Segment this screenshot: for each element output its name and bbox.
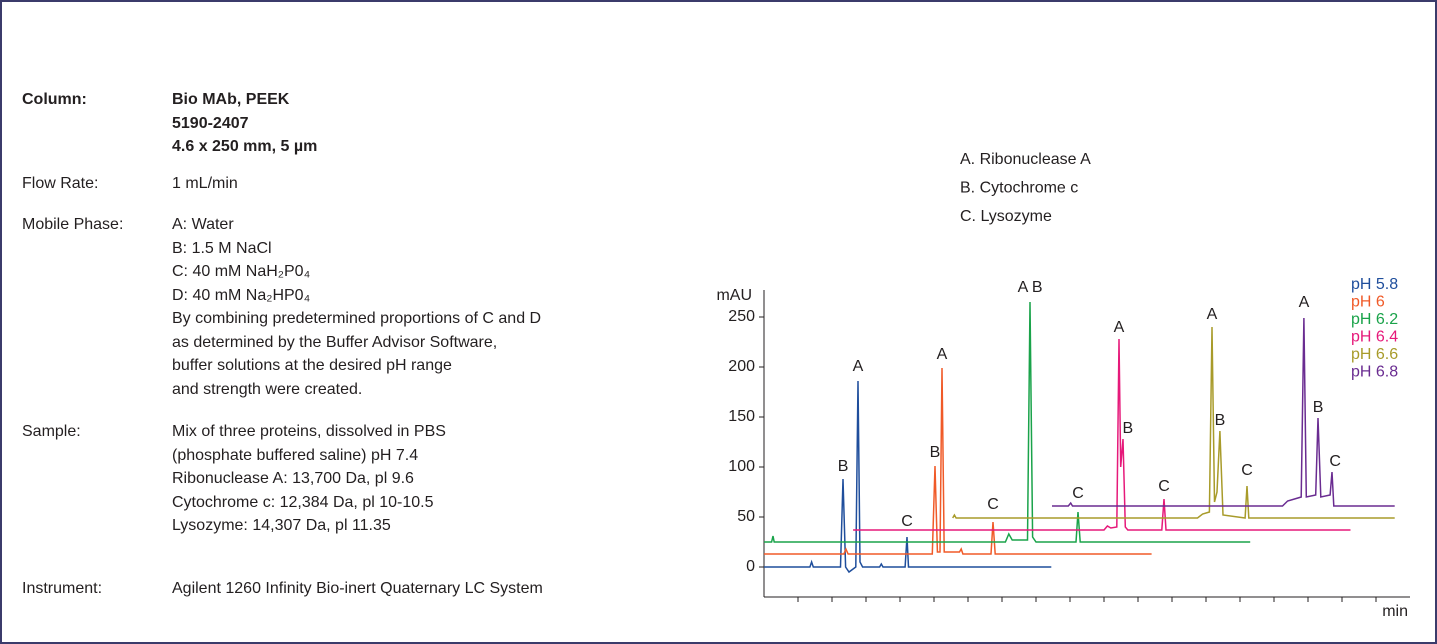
- condition-value: Bio MAb, PEEK 5190-2407 4.6 x 250 mm, 5 µm: [172, 88, 317, 159]
- condition-label: Sample:: [22, 423, 81, 440]
- condition-label: Mobile Phase:: [22, 216, 124, 233]
- legend-entry: pH 6.2: [1351, 311, 1398, 328]
- trace: [764, 380, 1052, 574]
- peak-label: C: [1329, 453, 1341, 470]
- peak-key: C. Lysozyme: [960, 208, 1052, 225]
- trace: [764, 301, 1251, 543]
- peak-key: A. Ribonuclease A: [960, 151, 1091, 168]
- condition-line: Lysozyme: 14,307 Da, pl 11.35: [172, 517, 391, 534]
- peak-label: A B: [1018, 279, 1043, 296]
- peak-label: C: [1158, 478, 1170, 495]
- condition-label: Column:: [22, 91, 87, 108]
- peak-label: A: [853, 358, 864, 375]
- peak-label: C: [1241, 462, 1253, 479]
- condition-line: buffer solutions at the desired pH range: [172, 357, 452, 374]
- peak-label: A: [937, 346, 948, 363]
- peak-label: C: [987, 496, 999, 513]
- condition-line: (phosphate buffered saline) pH 7.4: [172, 446, 419, 464]
- condition-line: Bio MAb, PEEK: [172, 91, 290, 108]
- condition-value: A: Water B: 1.5 M NaCl C: 40 mM NaH₂P0₄ D: …: [172, 213, 541, 401]
- y-tick-label: 250: [728, 308, 755, 325]
- peak-label: A: [1207, 306, 1218, 323]
- peak-label: B: [838, 458, 849, 475]
- condition-line: 5190-2407: [172, 114, 249, 132]
- trace: [853, 338, 1351, 531]
- peak-label: A: [1299, 294, 1310, 311]
- peak-label: B: [1215, 412, 1226, 429]
- condition-line: D: 40 mM Na₂HP0₄: [172, 286, 311, 304]
- y-tick-label: 150: [728, 408, 755, 425]
- condition-line: 1 mL/min: [172, 175, 238, 192]
- y-tick-label: 0: [746, 558, 755, 575]
- condition-label: Instrument:: [22, 580, 103, 597]
- condition-label: Flow Rate:: [22, 175, 99, 192]
- peak-label: C: [1072, 485, 1084, 502]
- trace: [952, 326, 1395, 519]
- peak-label: B: [1122, 420, 1133, 437]
- condition-line: as determined by the Buffer Advisor Soft…: [172, 333, 498, 351]
- trace: [764, 367, 1152, 555]
- condition-value: Agilent 1260 Infinity Bio-inert Quaterna…: [172, 577, 543, 601]
- chart: mAU min 0 50 100 150 200 250 A. Ribonuclease A B.…: [716, 151, 1410, 620]
- x-axis-label: min: [1382, 603, 1408, 620]
- peak-label: A: [1114, 319, 1125, 336]
- y-tick-label: 100: [728, 458, 755, 475]
- trace: [1052, 317, 1395, 507]
- condition-line: C: 40 mM NaH₂P0₄: [172, 263, 311, 280]
- condition-line: By combining predetermined proportions o…: [172, 310, 542, 327]
- legend-entry: pH 5.8: [1351, 276, 1398, 293]
- peak-label: B: [930, 444, 941, 461]
- y-tick-label: 50: [737, 508, 755, 525]
- condition-value: Mix of three proteins, dissolved in PBS (…: [172, 420, 446, 538]
- peak-label: B: [1313, 399, 1324, 416]
- peak-key: B. Cytochrome c: [960, 180, 1078, 197]
- y-tick-label: 200: [728, 358, 755, 375]
- legend-entry: pH 6: [1351, 294, 1385, 311]
- peak-label: C: [901, 513, 913, 530]
- condition-line: B: 1.5 M NaCl: [172, 239, 272, 257]
- condition-line: A: Water: [172, 216, 234, 233]
- legend-entry: pH 6.8: [1351, 364, 1398, 381]
- legend-entry: pH 6.6: [1351, 346, 1398, 363]
- condition-line: Ribonuclease A: 13,700 Da, pl 9.6: [172, 470, 414, 487]
- condition-line: Cytochrome c: 12,384 Da, pl 10-10.5: [172, 493, 434, 511]
- condition-line: Agilent 1260 Infinity Bio-inert Quaterna…: [172, 580, 543, 597]
- condition-line: and strength were created.: [172, 380, 363, 398]
- legend-entry: pH 6.4: [1351, 329, 1398, 346]
- condition-line: Mix of three proteins, dissolved in PBS: [172, 423, 446, 440]
- condition-line: 4.6 x 250 mm, 5 µm: [172, 138, 318, 155]
- condition-value: 1 mL/min: [172, 172, 238, 196]
- y-axis-label: mAU: [716, 287, 752, 304]
